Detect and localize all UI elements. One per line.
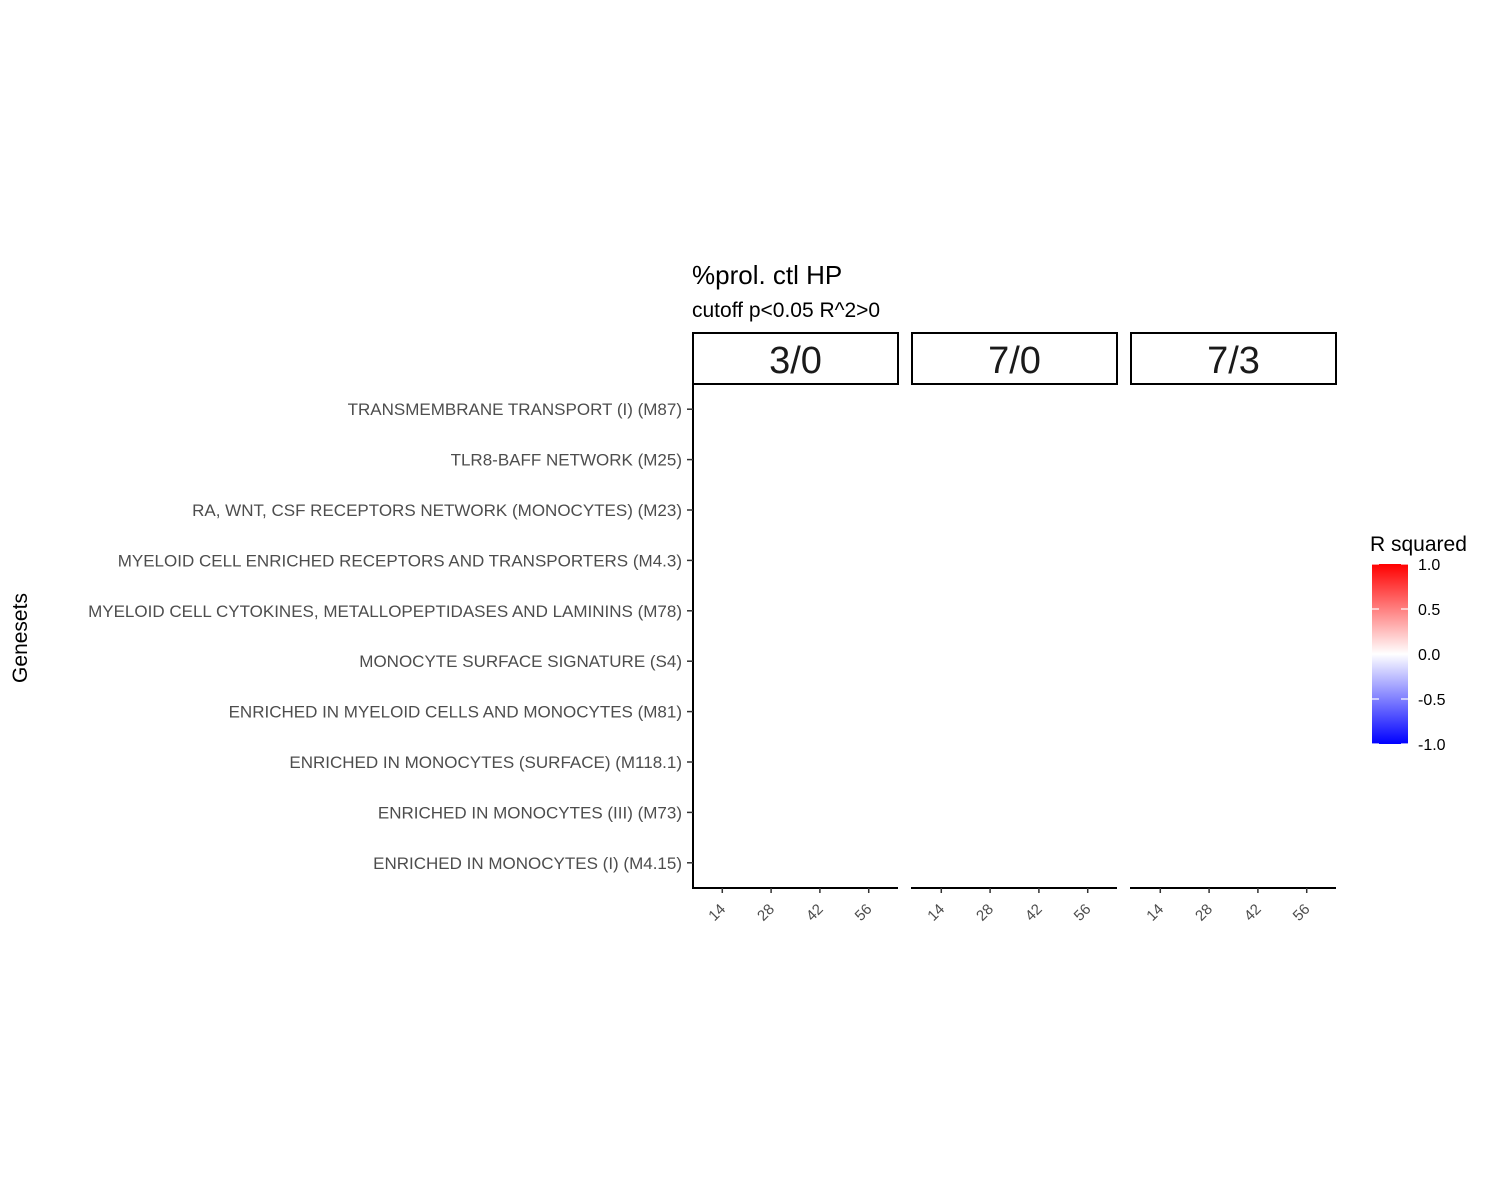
x-tick-label: 56: [1071, 901, 1095, 925]
facet-panel: 3/0 14 28 42 56: [692, 332, 899, 925]
facet-panel: 7/3 14 28 42 56: [1130, 332, 1337, 925]
x-tick-label: 28: [973, 901, 997, 925]
x-tick-label: 28: [1192, 901, 1216, 925]
legend-tick-label: 0.5: [1418, 602, 1440, 619]
y-axis-labels: TRANSMEMBRANE TRANSPORT (I) (M87) TLR8-BA…: [88, 400, 693, 873]
facet-strip: [1130, 332, 1337, 385]
x-tick-label: 28: [754, 901, 778, 925]
facet-strip-label: 7/3: [1207, 340, 1260, 382]
y-tick-label: ENRICHED IN MONOCYTES (I) (M4.15): [373, 854, 682, 873]
y-tick-label: ENRICHED IN MONOCYTES (III) (M73): [378, 803, 682, 822]
chart-title: %prol. ctl HP: [692, 260, 842, 290]
x-tick-label: 42: [1022, 901, 1046, 925]
y-tick-label: ENRICHED IN MONOCYTES (SURFACE) (M118.1): [289, 753, 682, 772]
facet-strip-label: 3/0: [769, 340, 822, 382]
y-tick-label: TRANSMEMBRANE TRANSPORT (I) (M87): [348, 400, 682, 419]
chart-subtitle: cutoff p<0.05 R^2>0: [692, 299, 880, 322]
color-legend: R squared 1.0 0.5 0.0 -0.5 -1.0: [1370, 533, 1467, 754]
legend-tick-label: -1.0: [1418, 737, 1446, 754]
facet-strip: [911, 332, 1118, 385]
legend-tick-label: -0.5: [1418, 692, 1446, 709]
y-tick-label: MYELOID CELL CYTOKINES, METALLOPEPTIDASE…: [88, 602, 682, 621]
x-tick-label: 56: [1290, 901, 1314, 925]
legend-tick-label: 1.0: [1418, 557, 1440, 574]
x-tick-label: 42: [1241, 901, 1265, 925]
y-tick-label: MYELOID CELL ENRICHED RECEPTORS AND TRAN…: [118, 551, 682, 570]
legend-tick-label: 0.0: [1418, 647, 1440, 664]
x-tick-label: 14: [924, 901, 948, 925]
legend-title: R squared: [1370, 533, 1467, 556]
y-tick-label: RA, WNT, CSF RECEPTORS NETWORK (MONOCYTE…: [192, 501, 682, 520]
y-tick-label: TLR8-BAFF NETWORK (M25): [451, 451, 682, 470]
x-tick-label: 56: [852, 901, 876, 925]
facet-panel: 7/0 14 28 42 56: [911, 332, 1118, 925]
x-tick-label: 14: [1143, 901, 1167, 925]
facet-strip: [692, 332, 899, 385]
facet-panels: 3/0 14 28 42 56 7/0 14 28 42 56 7/3 14 28 42 56: [692, 332, 1337, 925]
facet-strip-label: 7/0: [988, 340, 1041, 382]
y-axis-title: Genesets: [9, 593, 32, 683]
x-tick-label: 42: [803, 901, 827, 925]
y-tick-label: MONOCYTE SURFACE SIGNATURE (S4): [359, 652, 682, 671]
x-tick-label: 14: [705, 901, 729, 925]
y-tick-label: ENRICHED IN MYELOID CELLS AND MONOCYTES …: [229, 703, 682, 722]
